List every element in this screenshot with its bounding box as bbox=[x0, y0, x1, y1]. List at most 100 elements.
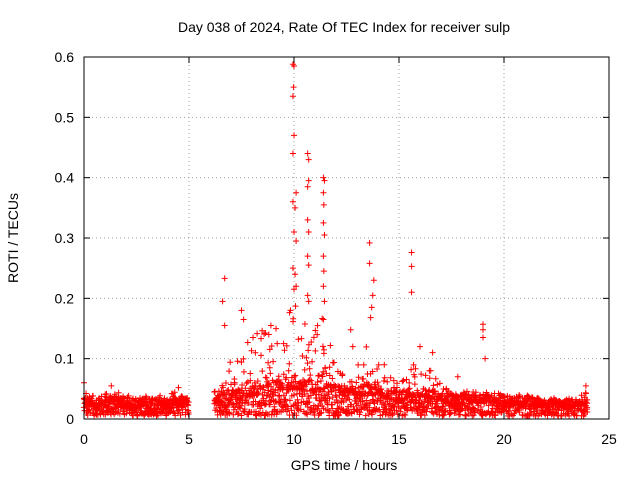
data-point bbox=[300, 386, 307, 393]
data-point bbox=[320, 174, 327, 181]
data-point bbox=[266, 346, 273, 353]
data-point bbox=[367, 314, 374, 321]
data-point bbox=[317, 377, 324, 384]
data-point bbox=[283, 374, 290, 381]
data-point bbox=[285, 405, 292, 412]
data-point bbox=[305, 156, 312, 163]
x-tick-label: 5 bbox=[185, 431, 193, 447]
data-point bbox=[353, 379, 360, 386]
data-point bbox=[306, 365, 313, 372]
data-point bbox=[400, 377, 407, 384]
data-point bbox=[387, 374, 394, 381]
data-point bbox=[384, 378, 391, 385]
data-point bbox=[443, 386, 450, 393]
data-point bbox=[254, 378, 261, 385]
data-point bbox=[307, 372, 314, 379]
data-point bbox=[86, 406, 93, 413]
data-point bbox=[418, 371, 425, 378]
data-point bbox=[310, 334, 317, 341]
data-point bbox=[380, 377, 387, 384]
y-tick-label: 0.5 bbox=[55, 109, 75, 125]
data-point bbox=[289, 93, 296, 100]
data-point bbox=[266, 364, 273, 371]
data-point bbox=[330, 359, 337, 366]
data-point bbox=[238, 307, 245, 314]
data-point bbox=[102, 391, 109, 398]
data-point bbox=[429, 349, 436, 356]
data-point bbox=[221, 395, 228, 402]
data-point bbox=[370, 277, 377, 284]
data-point bbox=[215, 401, 222, 408]
data-point bbox=[305, 262, 312, 269]
data-point bbox=[324, 407, 331, 414]
data-point bbox=[283, 402, 290, 409]
data-point bbox=[299, 352, 306, 359]
data-point bbox=[355, 402, 362, 409]
data-point bbox=[369, 292, 376, 299]
data-point bbox=[219, 298, 226, 305]
data-point bbox=[297, 406, 304, 413]
data-point bbox=[368, 304, 375, 311]
data-point bbox=[555, 406, 562, 413]
data-point bbox=[566, 412, 573, 419]
data-point bbox=[268, 343, 275, 350]
data-point bbox=[355, 374, 362, 381]
data-point bbox=[434, 381, 441, 388]
data-point bbox=[247, 377, 254, 384]
data-point bbox=[408, 404, 415, 411]
data-point bbox=[240, 355, 247, 362]
data-point bbox=[516, 409, 523, 416]
data-point bbox=[334, 408, 341, 415]
data-point bbox=[319, 343, 326, 350]
data-point bbox=[408, 263, 415, 270]
data-point bbox=[403, 402, 410, 409]
data-point bbox=[283, 390, 290, 397]
data-point bbox=[334, 400, 341, 407]
data-point bbox=[471, 405, 478, 412]
data-point bbox=[570, 411, 577, 418]
data-point bbox=[275, 392, 282, 399]
data-point bbox=[461, 402, 468, 409]
data-point bbox=[262, 374, 269, 381]
data-point bbox=[286, 397, 293, 404]
data-point bbox=[408, 289, 415, 296]
data-point bbox=[381, 374, 388, 381]
data-point bbox=[275, 373, 282, 380]
data-point bbox=[426, 375, 433, 382]
data-point bbox=[508, 411, 515, 418]
data-point bbox=[511, 410, 518, 417]
data-point bbox=[412, 400, 419, 407]
data-point bbox=[290, 84, 297, 91]
data-point bbox=[289, 150, 296, 157]
data-point bbox=[455, 411, 462, 418]
data-point bbox=[304, 183, 311, 190]
plot-frame bbox=[83, 56, 610, 420]
data-point bbox=[250, 401, 257, 408]
data-point bbox=[255, 390, 262, 397]
data-point bbox=[365, 411, 372, 418]
data-point bbox=[347, 326, 354, 333]
data-point bbox=[233, 401, 240, 408]
data-point bbox=[319, 373, 326, 380]
data-point bbox=[306, 399, 313, 406]
data-point bbox=[240, 368, 247, 375]
data-point bbox=[314, 331, 321, 338]
data-point bbox=[291, 132, 297, 139]
data-point bbox=[259, 327, 266, 334]
data-point bbox=[408, 366, 415, 373]
data-point bbox=[394, 380, 401, 387]
data-point bbox=[314, 406, 321, 413]
data-point bbox=[240, 316, 247, 323]
data-point bbox=[472, 389, 479, 396]
data-point bbox=[239, 381, 246, 388]
data-point bbox=[304, 150, 311, 157]
data-point bbox=[421, 398, 428, 405]
data-point bbox=[321, 177, 328, 184]
data-point bbox=[282, 396, 289, 403]
data-point bbox=[470, 412, 477, 419]
data-point bbox=[273, 325, 280, 332]
data-point bbox=[309, 358, 316, 365]
y-tick-label: 0.6 bbox=[55, 49, 75, 65]
data-point bbox=[468, 399, 475, 406]
data-point bbox=[125, 392, 132, 399]
